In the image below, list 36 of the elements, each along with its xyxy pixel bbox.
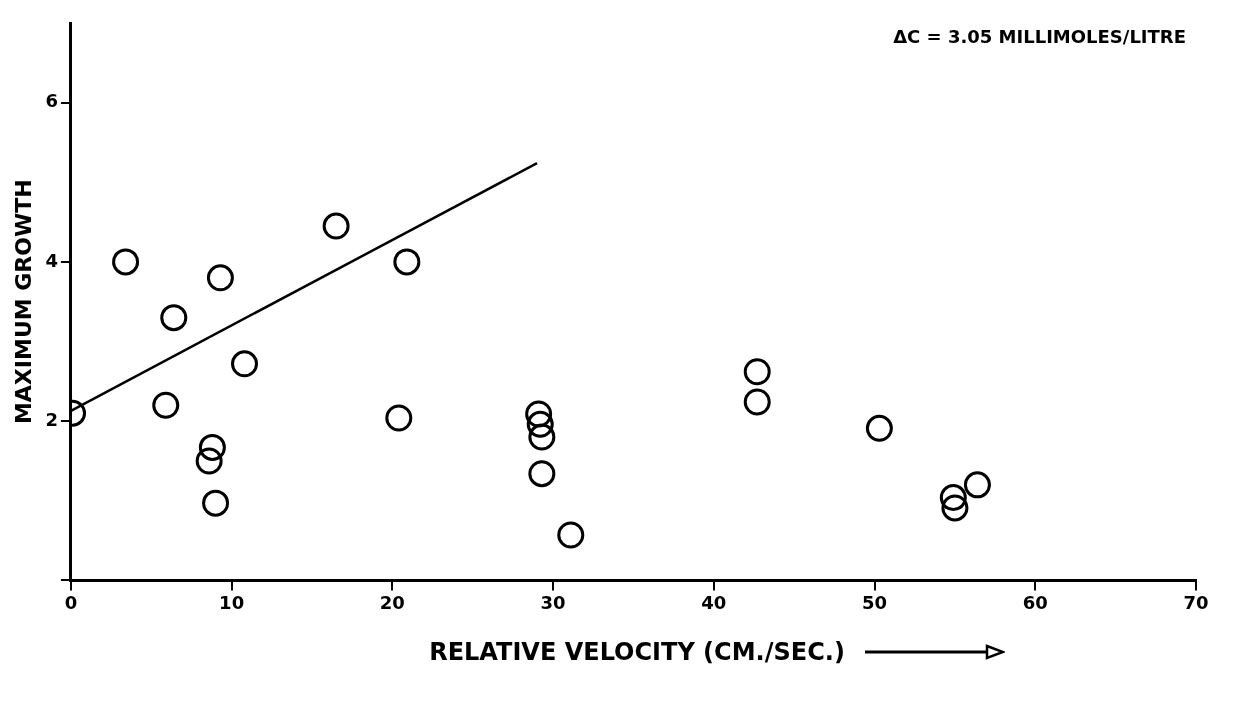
point: [385, 404, 413, 432]
point: [525, 400, 553, 428]
point: [528, 423, 556, 451]
point: [743, 358, 771, 386]
point: [941, 494, 969, 522]
point: [526, 410, 554, 438]
x-tick-label: 70: [1183, 591, 1209, 613]
point: [112, 248, 140, 276]
x-tick-label: 50: [862, 591, 888, 613]
point: [202, 489, 230, 517]
x-axis-title: RELATIVE VELOCITY (CM./SEC.): [429, 638, 845, 666]
point: [198, 433, 226, 461]
point: [322, 212, 350, 240]
y-tick-label: 4: [45, 249, 58, 271]
point: [160, 304, 188, 332]
point: [865, 414, 893, 442]
point: [393, 248, 421, 276]
y-tick-label: 2: [45, 408, 58, 430]
point: [963, 471, 991, 499]
y-axis-title: MAXIMUM GROWTH: [10, 179, 36, 425]
point: [206, 264, 234, 292]
x-tick-label: 40: [701, 591, 727, 613]
x-tick-label: 0: [64, 591, 78, 613]
point: [528, 460, 556, 488]
annotation: ΔC = 3.05 MILLIMOLES/LITRE: [893, 25, 1186, 47]
x-tick-label: 60: [1022, 591, 1048, 613]
point: [557, 521, 585, 549]
point: [195, 447, 223, 475]
point: [152, 391, 180, 419]
point: [939, 484, 967, 512]
x-tick-label: 10: [219, 591, 245, 613]
point: [231, 350, 259, 378]
x-tick-label: 30: [540, 591, 566, 613]
point: [743, 388, 771, 416]
y-tick-label: 6: [45, 90, 58, 112]
x-tick-label: 20: [379, 591, 405, 613]
